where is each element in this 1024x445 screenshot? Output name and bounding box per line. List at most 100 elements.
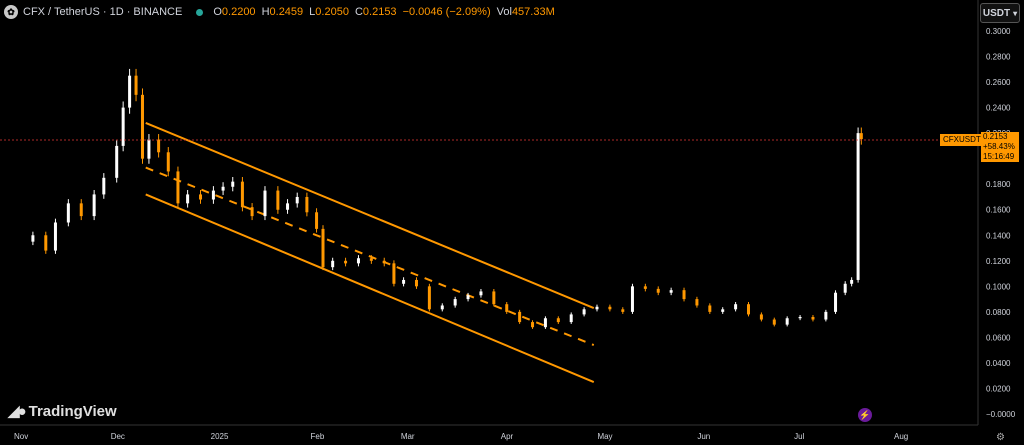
candle-body <box>569 314 573 323</box>
candle-body <box>695 299 699 306</box>
candle-body <box>186 194 190 204</box>
candle-body <box>211 190 215 200</box>
candle-body <box>140 94 144 159</box>
price-axis[interactable]: 0.30000.28000.26000.24000.22000.20000.18… <box>986 27 1016 419</box>
channel-middle-line[interactable] <box>145 166 595 346</box>
gear-icon[interactable]: ⚙ <box>996 432 1005 443</box>
candle-body <box>66 203 70 223</box>
candle-body <box>630 286 634 312</box>
candle-body <box>824 311 828 320</box>
price-tick-label: 0.2400 <box>986 104 1011 113</box>
price-tick-label: 0.0800 <box>986 308 1011 317</box>
candle-body <box>414 279 418 287</box>
price-tick-label: 0.0200 <box>986 384 1011 393</box>
candle-body <box>157 139 161 153</box>
candle-body <box>134 75 138 95</box>
channel-upper-line[interactable] <box>145 121 595 309</box>
symbol-title[interactable]: CFX / TetherUS · 1D · BINANCE <box>23 6 183 18</box>
candle-body <box>843 283 847 293</box>
candle-body <box>850 279 854 284</box>
candle-body <box>643 286 647 289</box>
candle-body <box>286 203 290 210</box>
price-tick-label: 0.0600 <box>986 333 1011 342</box>
candle-body <box>199 194 203 200</box>
time-axis[interactable]: Nov Dec 2025 Feb Mar Apr May Jun Jul Aug <box>14 432 908 441</box>
candle-body <box>240 181 244 208</box>
candle-body <box>147 139 151 159</box>
candle-body <box>595 306 599 310</box>
close-label: C <box>354 6 363 18</box>
candle-body <box>331 260 335 268</box>
candle-body <box>466 295 470 300</box>
candle-body <box>543 318 547 328</box>
candle-body <box>856 133 860 280</box>
last-change-pct: +58.43% <box>983 142 1015 151</box>
candle-body <box>44 235 48 251</box>
candle-body <box>492 291 496 305</box>
time-tick-label: Nov <box>14 432 28 441</box>
candle-body <box>295 196 299 204</box>
candle-body <box>321 228 325 268</box>
time-tick-label: Jun <box>697 432 710 441</box>
symbol-price-tag: CFXUSDT <box>940 134 984 146</box>
price-tick-label: −0.0000 <box>986 410 1016 419</box>
tradingview-logo-icon: ◢● <box>8 403 27 420</box>
candle-body <box>582 309 586 315</box>
chevron-down-icon: ▾ <box>1013 8 1018 18</box>
time-tick-label: Jul <box>794 432 804 441</box>
candle-body <box>31 235 35 242</box>
candle-body <box>263 190 267 217</box>
flash-icon[interactable]: ⚡ <box>858 408 872 422</box>
candles <box>31 68 863 329</box>
candle-body <box>608 306 612 310</box>
channel-lower-line[interactable] <box>145 193 595 384</box>
volume-value: 457.33M <box>511 6 555 18</box>
candle-body <box>305 196 309 213</box>
price-tick-label: 0.2800 <box>986 53 1011 62</box>
last-price-box: 0.2153 +58.43% 15:16:49 <box>981 132 1019 162</box>
price-tick-label: 0.1200 <box>986 257 1011 266</box>
price-tick-label: 0.3000 <box>986 27 1011 36</box>
price-tick-label: 0.0400 <box>986 359 1011 368</box>
candle-body <box>221 186 225 191</box>
low-label: L <box>309 6 316 18</box>
open-value: 0.2200 <box>221 6 256 18</box>
candle-body <box>121 107 125 146</box>
candle-body <box>479 291 483 296</box>
cfx-coin-icon[interactable]: ✿ <box>4 5 18 19</box>
candle-body <box>785 318 789 325</box>
currency-label: USDT <box>982 7 1011 19</box>
low-value: 0.2050 <box>315 6 349 18</box>
candle-body <box>798 316 802 319</box>
time-tick-label: Feb <box>311 432 325 441</box>
candle-body <box>440 305 444 310</box>
candle-body <box>402 279 406 284</box>
candle-body <box>392 263 396 284</box>
time-tick-label: Dec <box>111 432 125 441</box>
price-tick-label: 0.1800 <box>986 180 1011 189</box>
market-status-dot[interactable] <box>196 8 204 16</box>
candle-body <box>518 311 522 323</box>
time-tick-label: 2025 <box>211 432 229 441</box>
candle-body <box>811 316 815 320</box>
high-value: 0.2459 <box>269 6 304 18</box>
candle-body <box>531 322 535 328</box>
candle-body <box>102 177 106 195</box>
candle-body <box>746 304 750 315</box>
candle-body <box>556 318 560 323</box>
candle-body <box>79 203 83 217</box>
candle-body <box>53 222 57 251</box>
candle-body <box>505 304 509 312</box>
high-label: H <box>261 6 270 18</box>
candle-body <box>382 260 386 264</box>
candle-body <box>315 212 319 229</box>
change-value: −0.0046 (−2.09%) <box>402 6 491 18</box>
time-tick-label: Aug <box>894 432 908 441</box>
last-price: 0.2153 <box>983 132 1008 141</box>
price-tick-label: 0.2600 <box>986 78 1011 87</box>
candle-body <box>859 133 863 140</box>
tradingview-logo[interactable]: ◢● TradingView <box>8 402 117 421</box>
currency-selector[interactable]: USDT ▾ <box>980 3 1020 23</box>
logo-text: TradingView <box>28 402 117 420</box>
